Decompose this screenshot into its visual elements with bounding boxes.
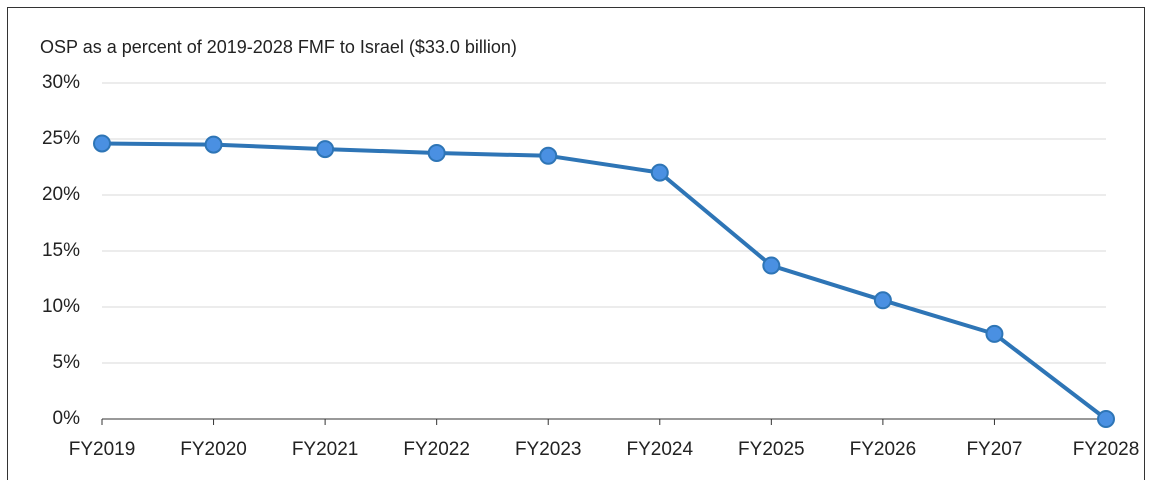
y-tick-label: 10% (42, 296, 80, 317)
x-tick-label: FY2021 (292, 439, 359, 460)
y-tick-label: 15% (42, 240, 80, 261)
chart-border (7, 7, 1145, 480)
point (650, 163, 669, 182)
y-tick-label: 0% (53, 408, 81, 429)
point (204, 135, 223, 154)
x-tick-label: FY2020 (180, 439, 247, 460)
point (539, 146, 558, 165)
x-tick-label: FY207 (966, 439, 1022, 460)
x-tick-label: FY2026 (850, 439, 917, 460)
y-tick-label: 5% (53, 352, 81, 373)
x-tick-label: FY2023 (515, 439, 582, 460)
point (427, 144, 446, 162)
y-tick-label: 20% (42, 184, 80, 205)
series-line (101, 141, 1108, 421)
x-tick-label: FY2028 (1073, 439, 1140, 460)
point (93, 134, 111, 153)
point (1097, 410, 1115, 428)
point (762, 256, 781, 275)
point (985, 324, 1004, 343)
y-tick-label: 30% (42, 72, 80, 93)
point (316, 140, 335, 159)
x-tick-label: FY2019 (69, 439, 136, 460)
point (873, 291, 892, 310)
chart-title: OSP as a percent of 2019-2028 FMF to Isr… (40, 37, 517, 57)
x-tick-label: FY2022 (403, 439, 470, 460)
x-tick-label: FY2025 (738, 439, 805, 460)
y-tick-label: 25% (42, 128, 80, 149)
x-tick-label: FY2024 (627, 439, 694, 460)
